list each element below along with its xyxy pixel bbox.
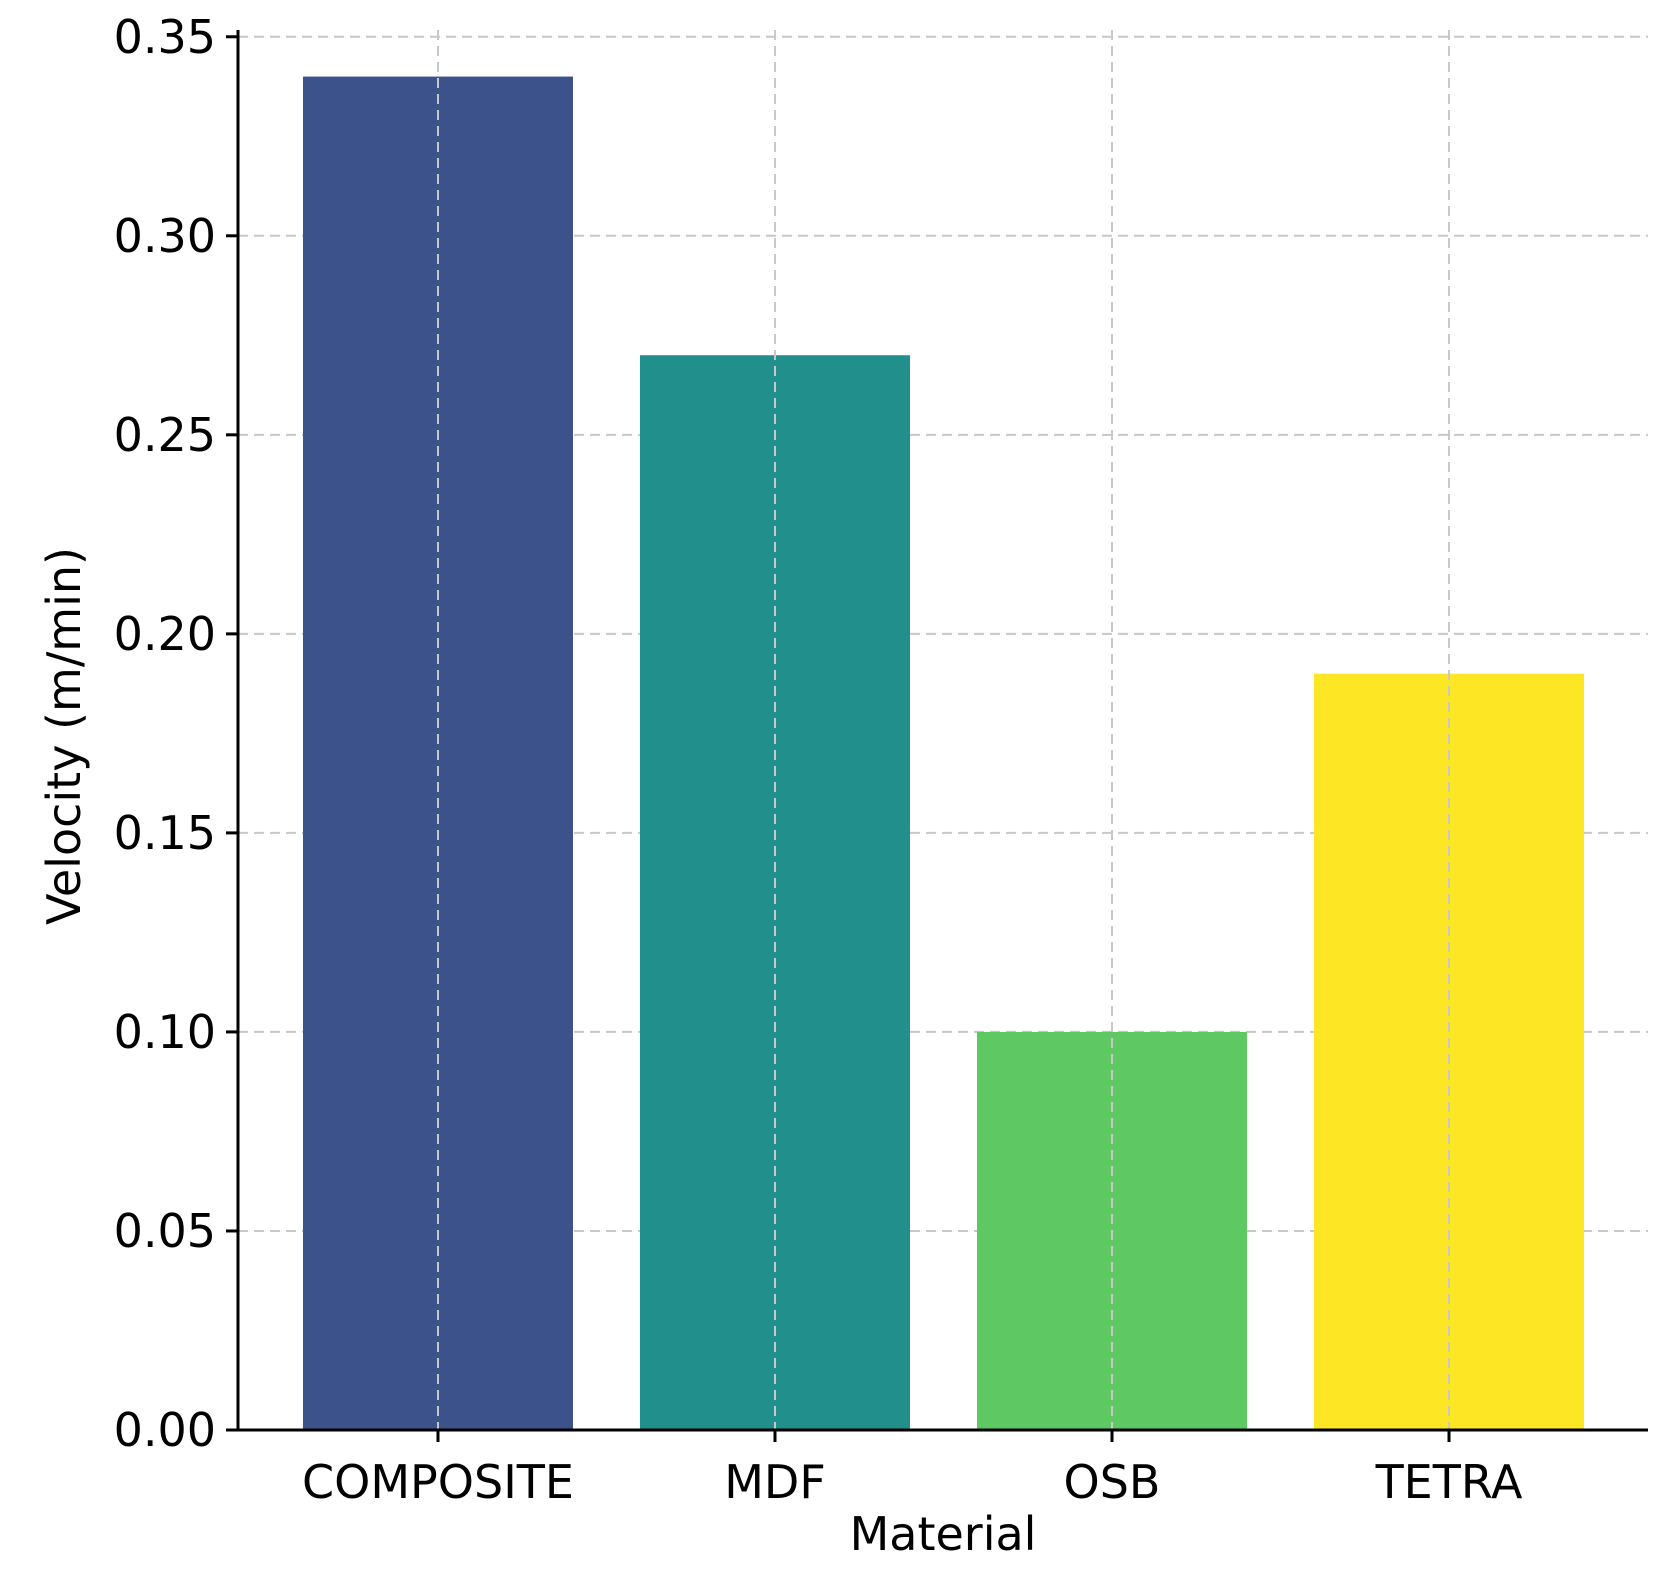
y-tick-labels: 0.00 0.05 0.10 0.15 0.20 0.25 0.30 0.35 xyxy=(114,10,216,1457)
x-axis-label: Material xyxy=(850,1507,1037,1561)
vertical-grid-layer xyxy=(437,30,1450,1430)
x-tick-label: TETRA xyxy=(1375,1455,1523,1509)
y-tick-label: 0.00 xyxy=(114,1403,216,1457)
y-tick-label: 0.25 xyxy=(114,408,216,462)
y-tick-label: 0.20 xyxy=(114,607,216,661)
y-tick-label: 0.10 xyxy=(114,1005,216,1059)
x-tick-label: OSB xyxy=(1064,1455,1161,1509)
y-tick-label: 0.05 xyxy=(114,1204,216,1258)
x-tick-label: MDF xyxy=(724,1455,826,1509)
y-tick-label: 0.30 xyxy=(114,209,216,263)
y-axis-label: Velocity (m/min) xyxy=(37,547,91,925)
y-tick-label: 0.35 xyxy=(114,10,216,64)
x-tick-label: COMPOSITE xyxy=(302,1455,574,1509)
bars-layer xyxy=(303,76,1584,1431)
y-tick-label: 0.15 xyxy=(114,806,216,860)
x-tick-labels: COMPOSITE MDF OSB TETRA xyxy=(302,1455,1523,1509)
axes-layer xyxy=(226,30,1648,1442)
